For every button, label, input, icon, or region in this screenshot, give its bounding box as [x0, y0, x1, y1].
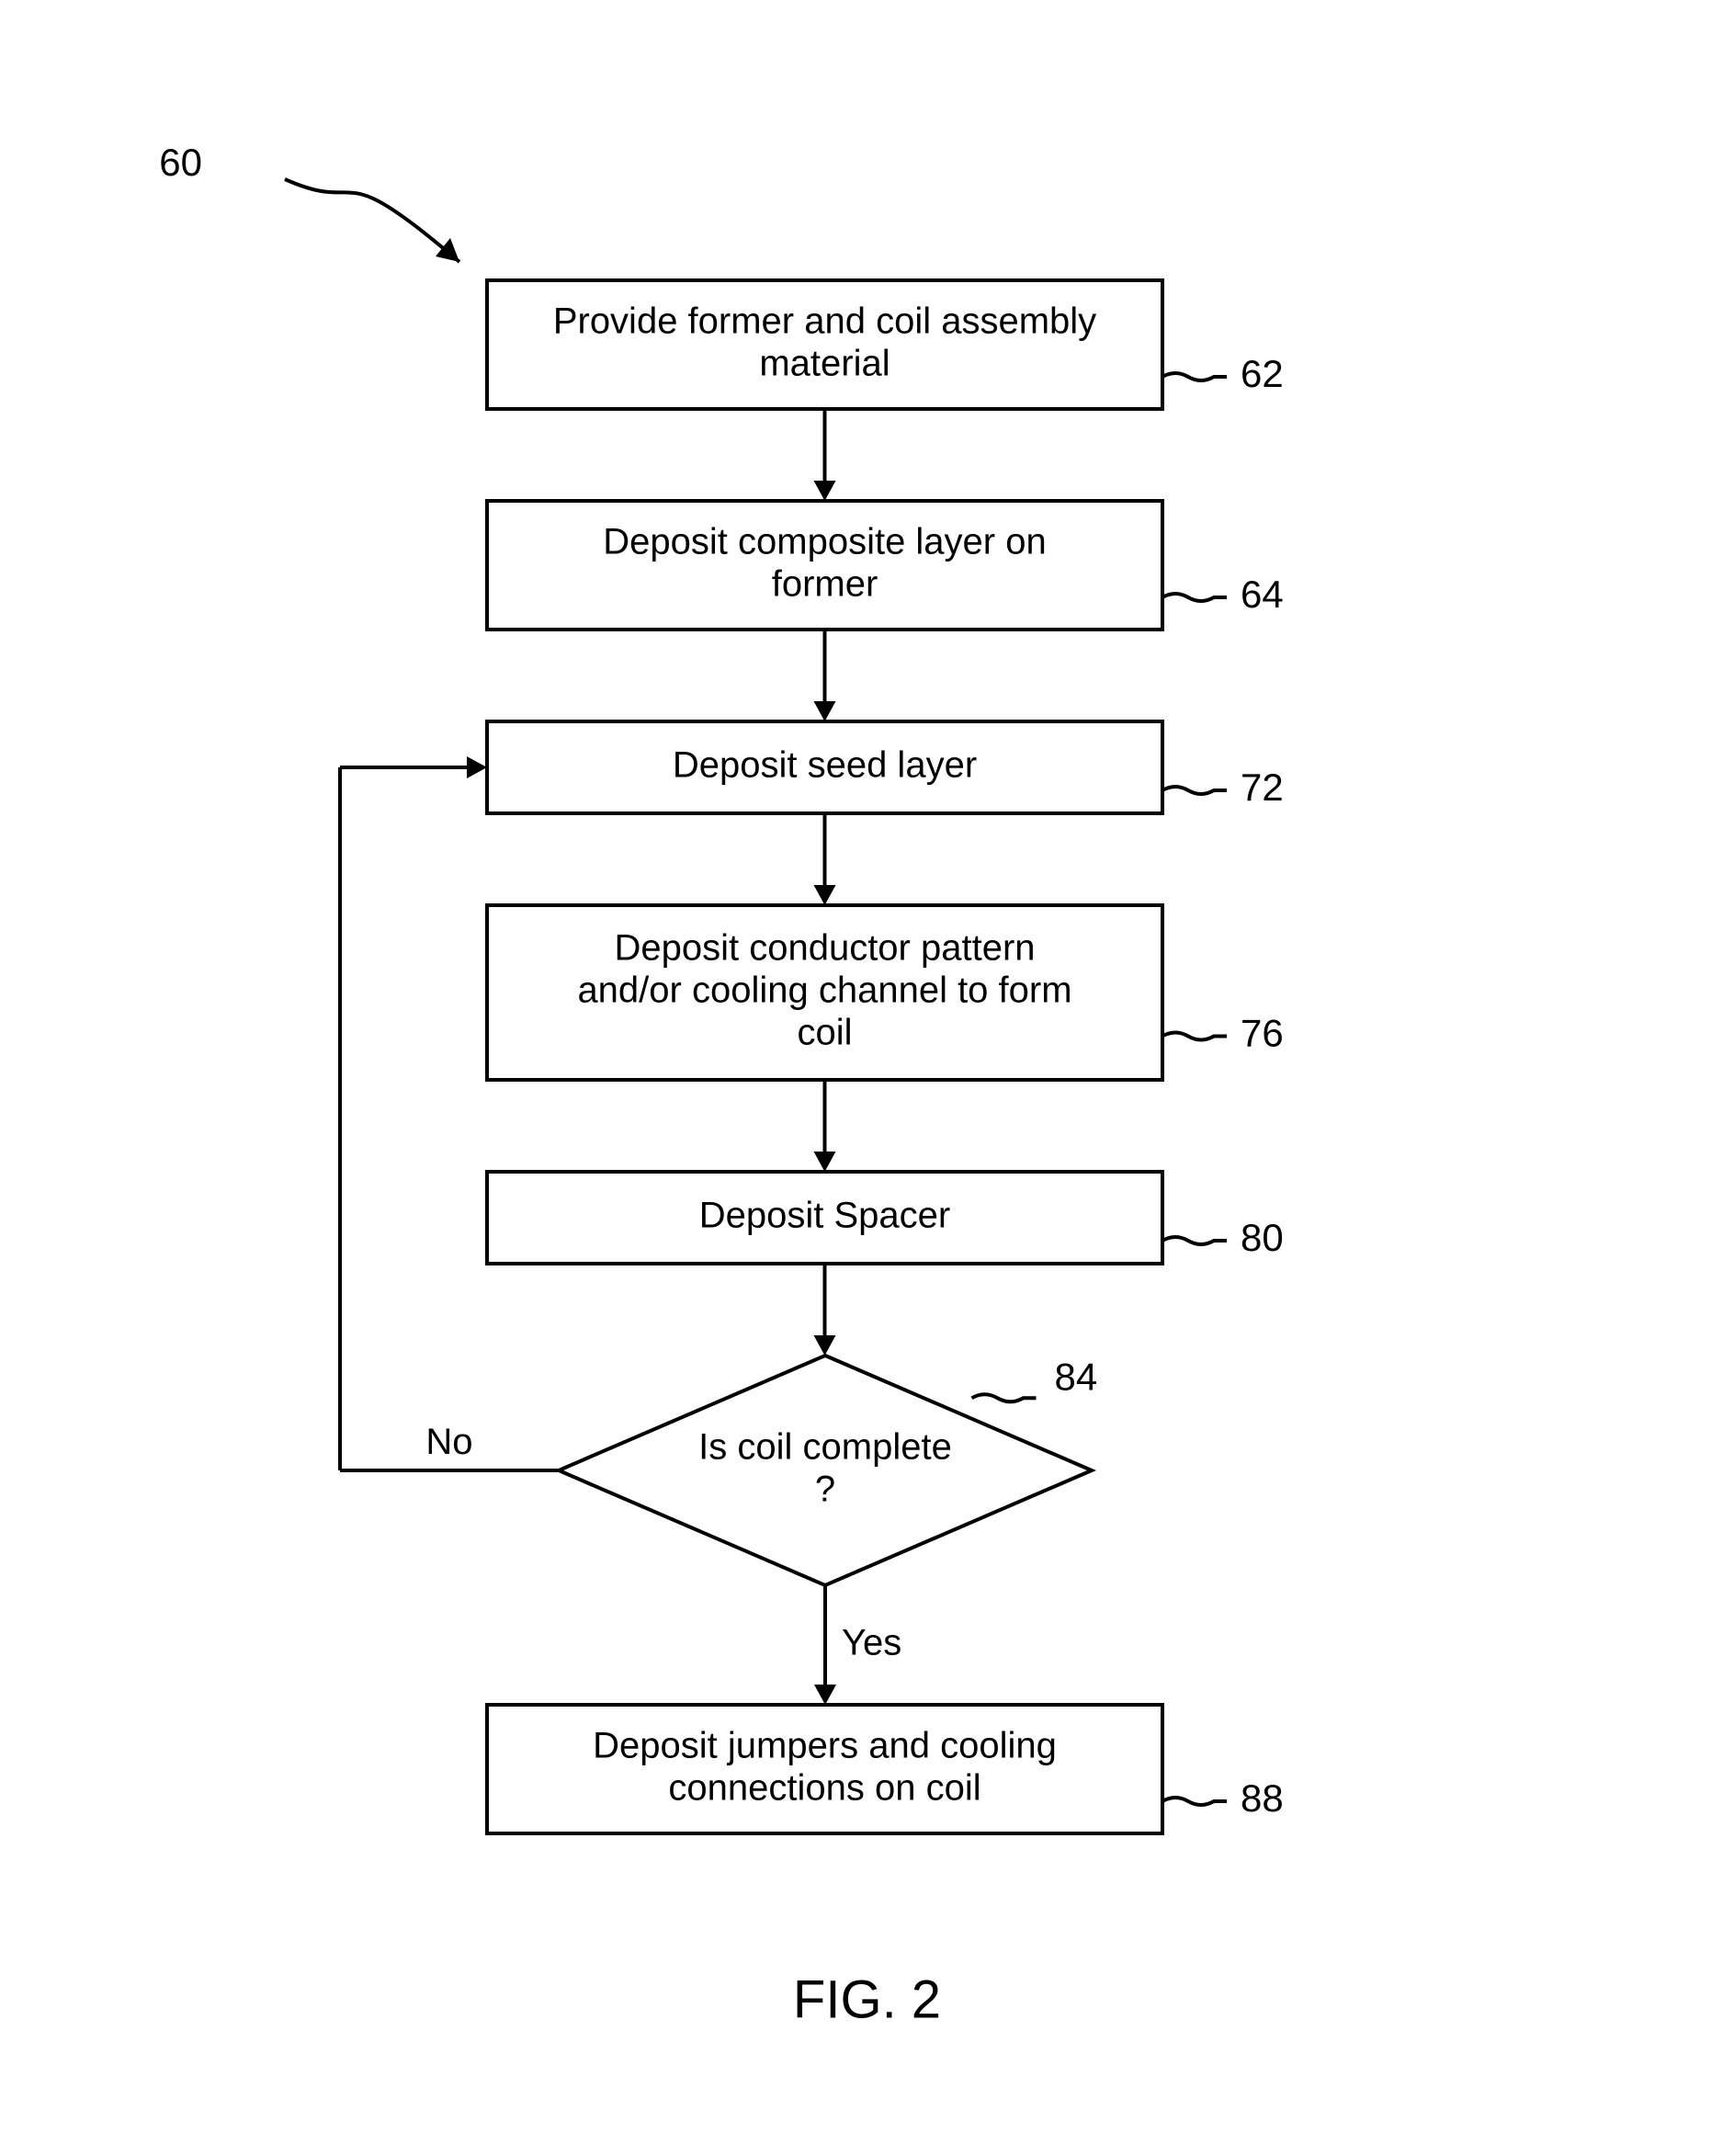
flow-box-text: former [772, 564, 878, 605]
ref-label: 64 [1241, 573, 1284, 616]
flow-box-text: and/or cooling channel to form [577, 970, 1071, 1011]
ref-label: 84 [1055, 1355, 1098, 1398]
flow-box-text: Deposit conductor pattern [614, 928, 1035, 969]
ref-label: 88 [1241, 1776, 1284, 1820]
figure-caption: FIG. 2 [793, 1969, 941, 2029]
flowchart-figure: Provide former and coil assemblymaterial… [0, 0, 1734, 2156]
ref-squiggle [1162, 1237, 1227, 1244]
flow-box-text: Deposit jumpers and cooling [593, 1726, 1057, 1766]
flow-box-text: Deposit Spacer [699, 1196, 950, 1236]
ref-squiggle [1162, 1033, 1227, 1040]
origin-pointer [285, 179, 459, 262]
arrow-head [814, 885, 836, 905]
arrow-head [814, 481, 836, 501]
origin-label: 60 [159, 141, 202, 184]
arrow-head [814, 1335, 836, 1356]
edge-label: No [425, 1422, 472, 1462]
flow-box-text: Deposit seed layer [673, 745, 977, 786]
ref-squiggle [1162, 787, 1227, 794]
arrow-head [467, 756, 487, 778]
flow-box-text: connections on coil [668, 1768, 980, 1809]
flow-box-text: Deposit composite layer on [603, 522, 1046, 562]
arrow-head [814, 1152, 836, 1172]
ref-squiggle [1162, 373, 1227, 380]
flow-decision-text: ? [815, 1469, 835, 1510]
flow-box-text: Provide former and coil assembly [553, 301, 1096, 342]
ref-squiggle [972, 1394, 1037, 1401]
ref-label: 62 [1241, 352, 1284, 395]
ref-label: 80 [1241, 1216, 1284, 1259]
arrow-head [814, 701, 836, 721]
flow-box-text: material [759, 344, 890, 384]
ref-squiggle [1162, 594, 1227, 601]
flow-decision-text: Is coil complete [698, 1427, 952, 1468]
ref-squiggle [1162, 1798, 1227, 1805]
ref-label: 72 [1241, 766, 1284, 809]
ref-label: 76 [1241, 1012, 1284, 1055]
edge-label: Yes [842, 1623, 901, 1663]
flow-box-text: coil [797, 1013, 852, 1053]
arrow-head [814, 1685, 836, 1705]
arrow-head [436, 238, 459, 262]
